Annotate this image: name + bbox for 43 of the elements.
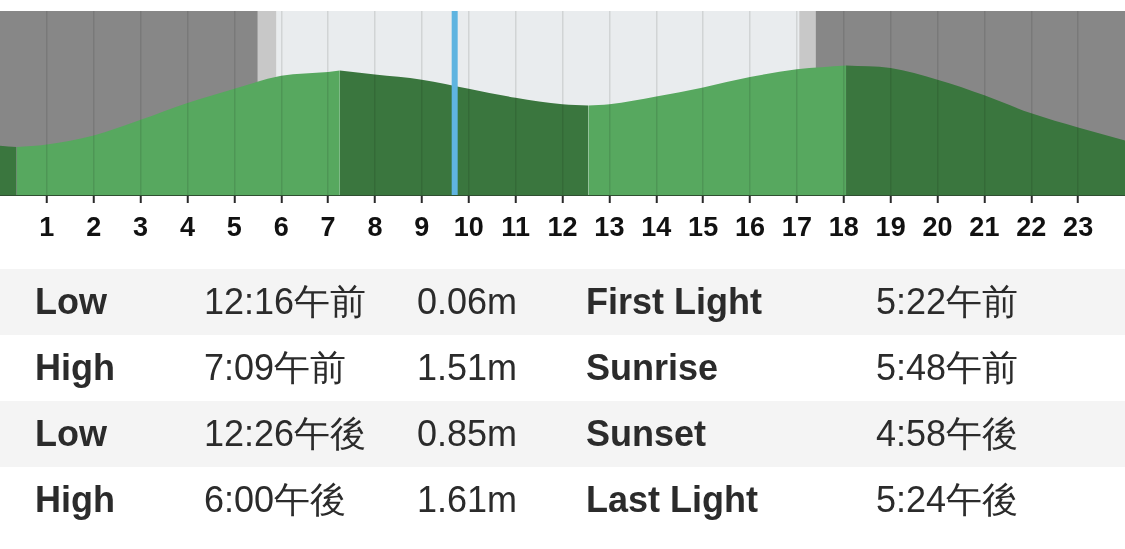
x-tick-label: 11	[501, 211, 530, 242]
text: 0.06m	[417, 281, 518, 323]
x-tick-label: 23	[1063, 211, 1094, 242]
text: 1.61m	[417, 479, 518, 521]
text: Sunrise	[586, 347, 719, 389]
text: 0.85m	[417, 413, 518, 455]
text: Last Light	[586, 479, 758, 521]
x-tick-label: 4	[179, 211, 196, 242]
text: 6:00午後	[204, 479, 347, 521]
x-tick-label: 16	[734, 211, 766, 242]
x-tick-label: 17	[781, 211, 812, 242]
x-tick-label: 8	[367, 211, 383, 242]
x-tick-label: 5	[226, 211, 242, 242]
x-tick-label: 19	[875, 211, 906, 242]
x-tick-label: 20	[922, 211, 953, 242]
text: Low	[35, 413, 107, 455]
text: High	[35, 347, 115, 389]
x-tick-label: 6	[273, 211, 289, 242]
x-tick-label: 15	[688, 211, 719, 242]
x-tick-label: 7	[320, 211, 336, 242]
x-tick-label: 22	[1016, 211, 1047, 242]
text: Low	[35, 281, 107, 323]
x-tick-label: 12	[547, 211, 578, 242]
text: 5:22午前	[876, 281, 1019, 323]
x-tick-label: 14	[641, 211, 672, 242]
x-tick-label: 21	[969, 211, 1000, 242]
text: First Light	[586, 281, 762, 323]
text: 5:24午後	[876, 479, 1019, 521]
text: 4:58午後	[876, 413, 1019, 455]
x-tick-label: 3	[133, 211, 149, 242]
x-tick-label: 10	[453, 211, 484, 242]
x-tick-label: 18	[828, 211, 859, 242]
x-tick-label: 9	[414, 211, 430, 242]
text: 1.51m	[417, 347, 518, 389]
x-tick-label: 13	[594, 211, 625, 242]
text: High	[35, 479, 115, 521]
text: 5:48午前	[876, 347, 1019, 389]
x-tick-label: 2	[86, 211, 102, 242]
text: 12:26午後	[204, 413, 367, 455]
x-tick-label: 1	[39, 211, 55, 242]
text: Sunset	[586, 413, 707, 455]
text: 12:16午前	[204, 281, 367, 323]
text: 7:09午前	[204, 347, 347, 389]
